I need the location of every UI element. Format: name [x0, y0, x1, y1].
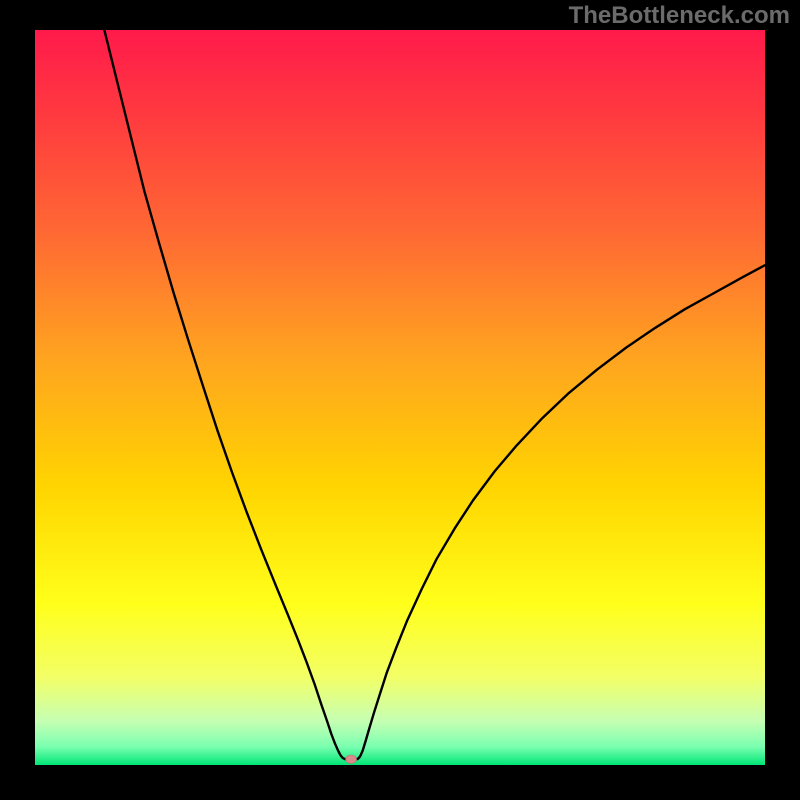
chart-background: [35, 30, 765, 765]
chart-area: [35, 30, 765, 765]
watermark-text: TheBottleneck.com: [569, 2, 790, 30]
optimal-point-marker: [346, 755, 357, 764]
chart-svg: [35, 30, 765, 765]
